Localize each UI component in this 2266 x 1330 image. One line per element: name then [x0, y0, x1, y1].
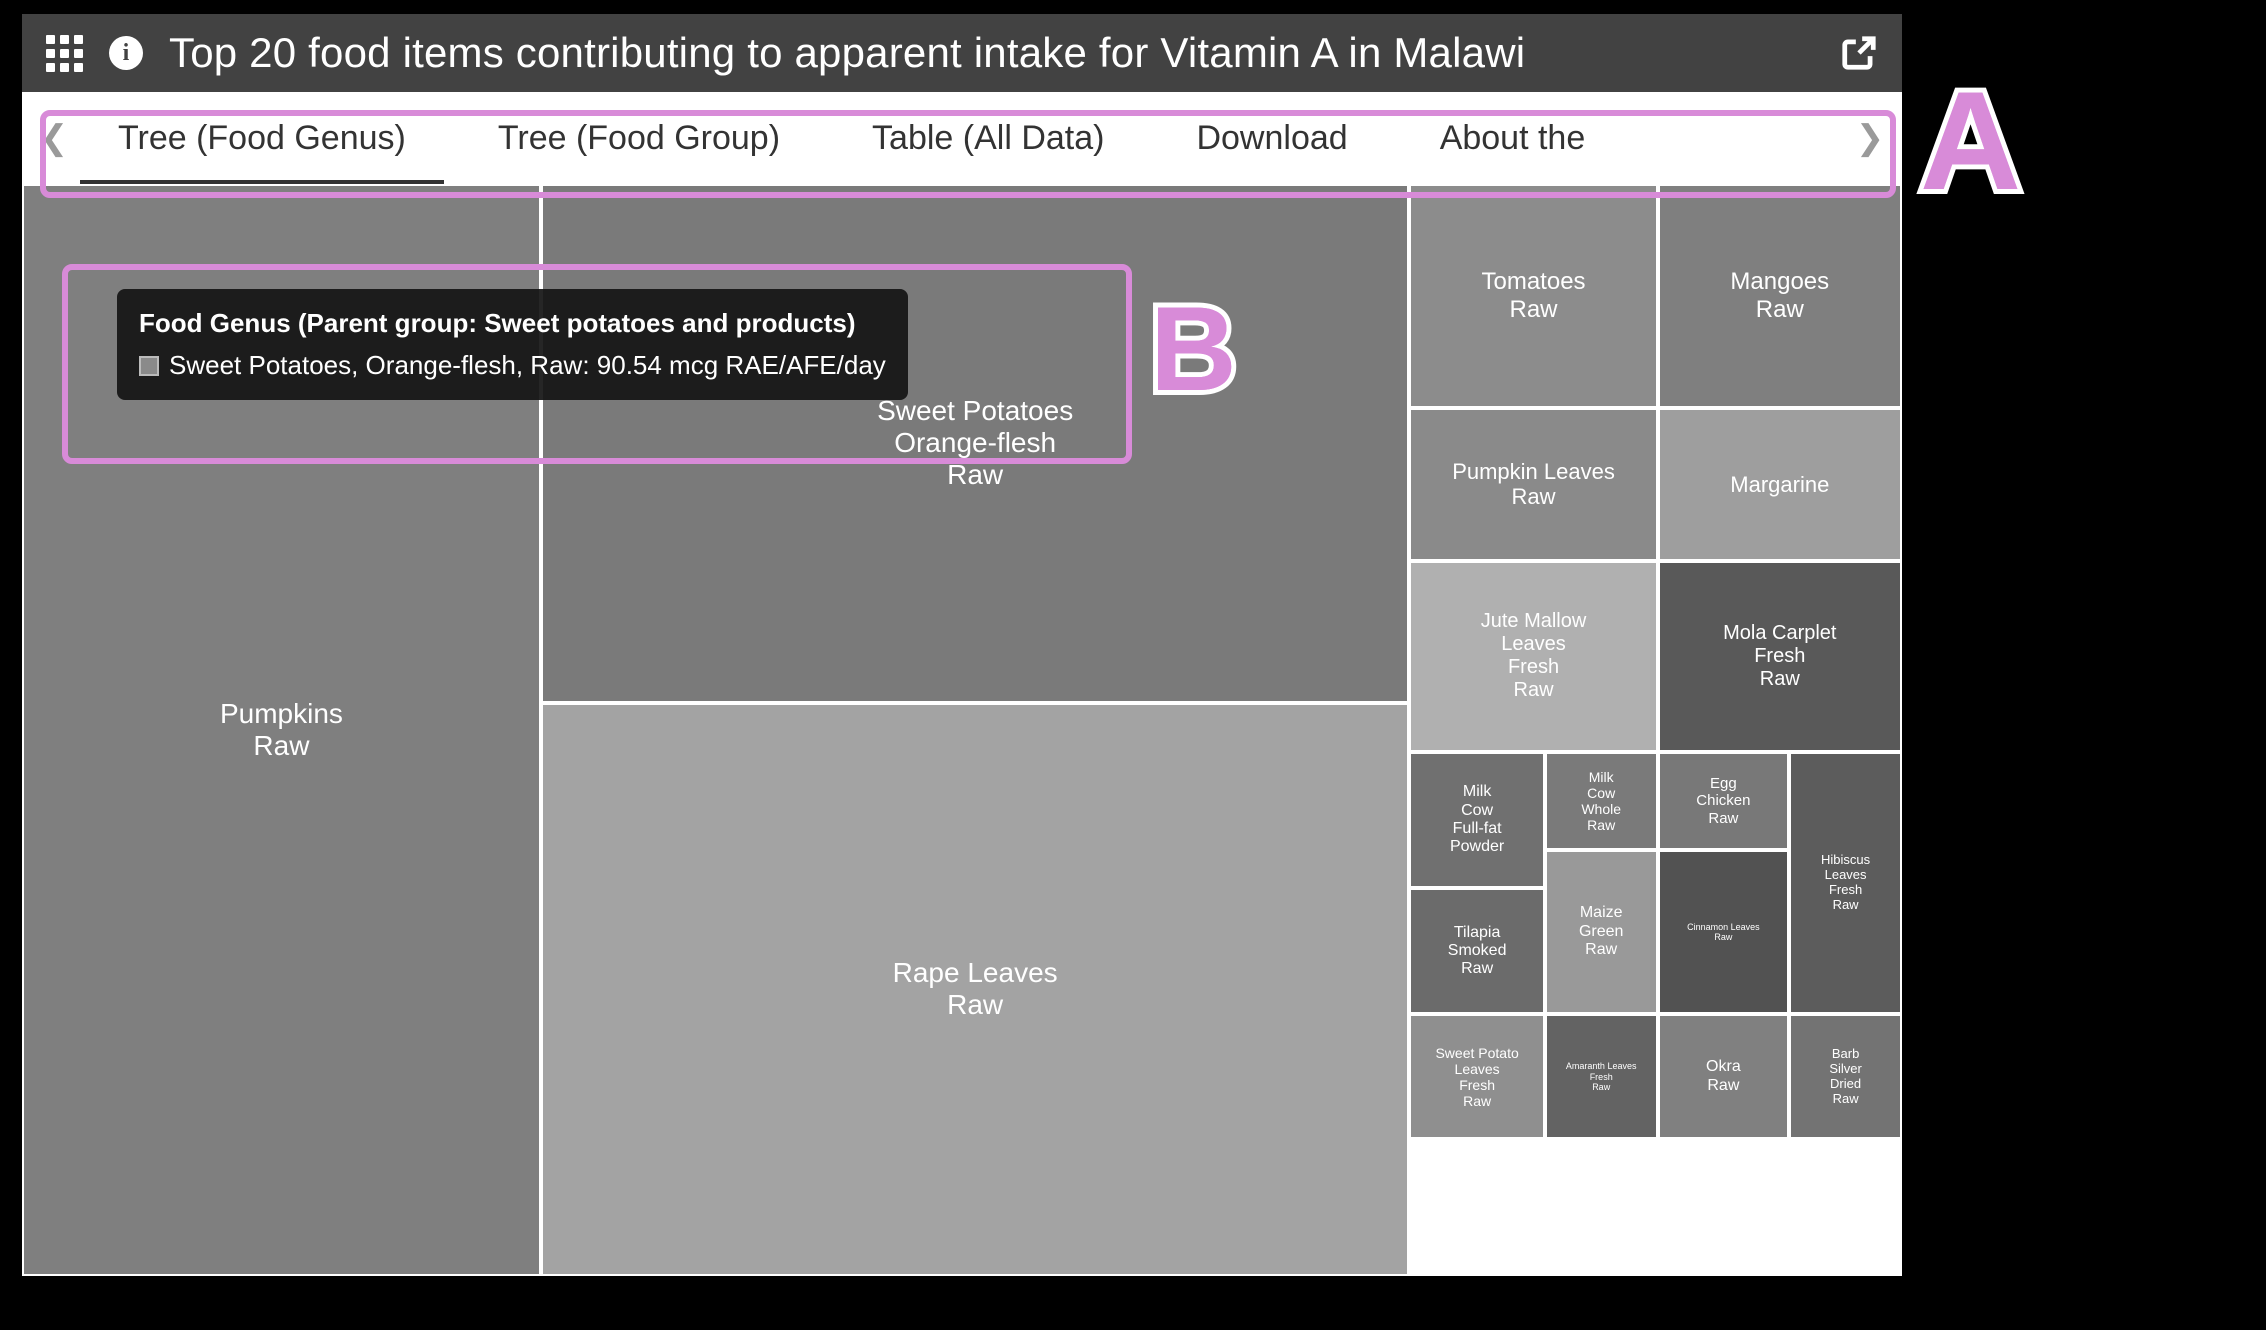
cell-mola-carplet-fresh-raw[interactable]: Mola Carplet Fresh Raw	[1658, 561, 1902, 752]
cell-pumpkins-raw[interactable]: Pumpkins Raw	[22, 184, 541, 1276]
info-icon[interactable]: i	[109, 36, 143, 70]
cell-label: Cinnamon Leaves Raw	[1687, 922, 1760, 943]
tab-1[interactable]: Tree (Food Group)	[452, 92, 826, 184]
cell-label: Sweet Potato Leaves Fresh Raw	[1435, 1045, 1518, 1109]
panel-header: i Top 20 food items contributing to appa…	[22, 14, 1902, 92]
panel-title: Top 20 food items contributing to appare…	[169, 29, 1814, 77]
cell-rape-leaves-raw[interactable]: Rape Leaves Raw	[541, 703, 1410, 1276]
cell-cinnamon-leaves-raw[interactable]: Cinnamon Leaves Raw	[1658, 850, 1790, 1014]
tab-0[interactable]: Tree (Food Genus)	[72, 92, 452, 184]
open-external-icon[interactable]	[1840, 34, 1878, 72]
cell-label: Milk Cow Whole Raw	[1581, 769, 1621, 833]
tabs-next-button[interactable]: ❯	[1852, 92, 1888, 184]
cell-label: Okra Raw	[1706, 1058, 1741, 1095]
treemap-chart[interactable]: Pumpkins Raw Sweet Potatoes Orange-flesh …	[22, 184, 1902, 1276]
cell-sweet-potato-leaves-fresh-raw[interactable]: Sweet Potato Leaves Fresh Raw	[1409, 1014, 1544, 1140]
cell-label: Egg Chicken Raw	[1696, 775, 1750, 827]
cell-label: Pumpkin Leaves Raw	[1452, 459, 1615, 510]
cell-label: Mola Carplet Fresh Raw	[1723, 622, 1836, 691]
cell-milk-cow-whole-raw[interactable]: Milk Cow Whole Raw	[1545, 752, 1658, 850]
cell-egg-chicken-raw[interactable]: Egg Chicken Raw	[1658, 752, 1790, 850]
cell-label: Mangoes Raw	[1730, 268, 1829, 323]
cell-okra-raw[interactable]: Okra Raw	[1658, 1014, 1790, 1140]
cell-label: Sweet Potatoes Orange-flesh Raw	[877, 395, 1073, 492]
cell-milk-cow-fullfat-powder[interactable]: Milk Cow Full-fat Powder	[1409, 752, 1544, 889]
tab-3[interactable]: Download	[1150, 92, 1393, 184]
tabs-prev-button[interactable]: ❮	[36, 92, 72, 184]
cell-tomatoes-raw[interactable]: Tomatoes Raw	[1409, 184, 1657, 408]
apps-icon[interactable]	[46, 35, 83, 72]
cell-amaranth-leaves-fresh-raw[interactable]: Amaranth Leaves Fresh Raw	[1545, 1014, 1658, 1140]
cell-label: Tomatoes Raw	[1481, 268, 1585, 323]
cell-label: Barb Silver Dried Raw	[1829, 1047, 1862, 1107]
cell-label: Pumpkins Raw	[220, 698, 343, 762]
cell-label: Hibiscus Leaves Fresh Raw	[1821, 853, 1870, 913]
cell-label: Jute Mallow Leaves Fresh Raw	[1481, 610, 1587, 702]
tab-bar: ❮ Tree (Food Genus)Tree (Food Group)Tabl…	[22, 92, 1902, 184]
cell-label: Margarine	[1730, 472, 1829, 497]
cell-barb-silver-dried-raw[interactable]: Barb Silver Dried Raw	[1789, 1014, 1902, 1140]
cell-sweet-potatoes-orange-raw[interactable]: Sweet Potatoes Orange-flesh Raw	[541, 184, 1410, 703]
tab-4[interactable]: About the	[1394, 92, 1632, 184]
cell-maize-green-raw[interactable]: Maize Green Raw	[1545, 850, 1658, 1014]
cell-label: Amaranth Leaves Fresh Raw	[1566, 1061, 1637, 1092]
cell-tilapia-smoked-raw[interactable]: Tilapia Smoked Raw	[1409, 888, 1544, 1014]
cell-pumpkin-leaves-raw[interactable]: Pumpkin Leaves Raw	[1409, 408, 1657, 561]
cell-label: Tilapia Smoked Raw	[1448, 924, 1507, 979]
tab-2[interactable]: Table (All Data)	[826, 92, 1150, 184]
cell-label: Rape Leaves Raw	[893, 957, 1058, 1021]
cell-margarine[interactable]: Margarine	[1658, 408, 1902, 561]
cell-jute-mallow-leaves-fresh-raw[interactable]: Jute Mallow Leaves Fresh Raw	[1409, 561, 1657, 752]
dashboard-panel: i Top 20 food items contributing to appa…	[20, 12, 1904, 1278]
cell-label: Maize Green Raw	[1579, 904, 1623, 959]
cell-hibiscus-leaves-fresh-raw[interactable]: Hibiscus Leaves Fresh Raw	[1789, 752, 1902, 1014]
cell-mangoes-raw[interactable]: Mangoes Raw	[1658, 184, 1902, 408]
tabs-container: Tree (Food Genus)Tree (Food Group)Table …	[72, 92, 1852, 184]
cell-label: Milk Cow Full-fat Powder	[1450, 783, 1504, 857]
annotation-label-a: AA	[1920, 60, 2021, 222]
